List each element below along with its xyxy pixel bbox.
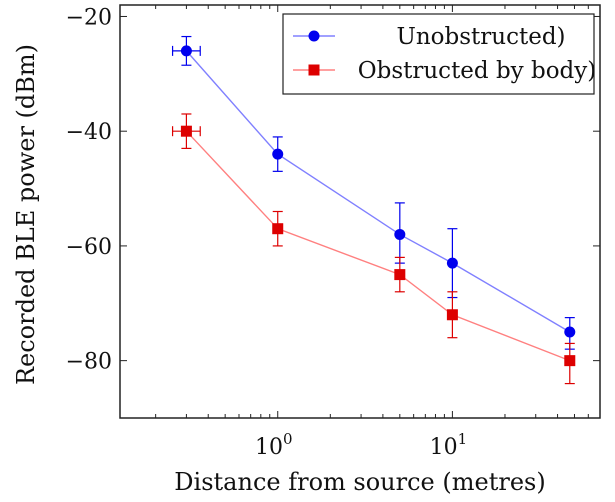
- axis-ticks: [120, 5, 601, 418]
- data-point: [394, 228, 406, 240]
- x-tick-label: 101: [430, 430, 468, 460]
- legend-box: [282, 13, 595, 95]
- series-line: [185, 130, 571, 362]
- plot-marks: [171, 35, 576, 385]
- data-point: [446, 309, 458, 321]
- y-tick-label: −20: [66, 5, 112, 30]
- data-point: [180, 125, 192, 137]
- legend-marker: [308, 64, 320, 76]
- data-point: [272, 148, 284, 160]
- data-point: [564, 326, 576, 338]
- legend-label: Unobstructed): [396, 24, 565, 50]
- plot-frame: [119, 4, 601, 419]
- x-axis-label: Distance from source (metres): [174, 468, 545, 496]
- legend-label: Obstructed by body): [358, 58, 597, 84]
- data-point: [272, 223, 284, 235]
- y-axis-label: Recorded BLE power (dBm): [12, 44, 40, 385]
- y-tick-label: −60: [66, 235, 112, 260]
- data-point: [446, 257, 458, 269]
- tick-labels: −20 −40 −60 −80 100 101: [66, 5, 468, 460]
- x-tick-label: 100: [255, 430, 293, 460]
- data-point: [564, 355, 576, 367]
- data-point: [394, 269, 406, 281]
- legend: Unobstructed) Obstructed by body): [282, 13, 597, 95]
- legend-marker: [308, 30, 320, 42]
- series-2: [171, 113, 576, 385]
- y-tick-label: −40: [66, 120, 112, 145]
- y-tick-label: −80: [66, 350, 112, 375]
- data-point: [180, 45, 192, 57]
